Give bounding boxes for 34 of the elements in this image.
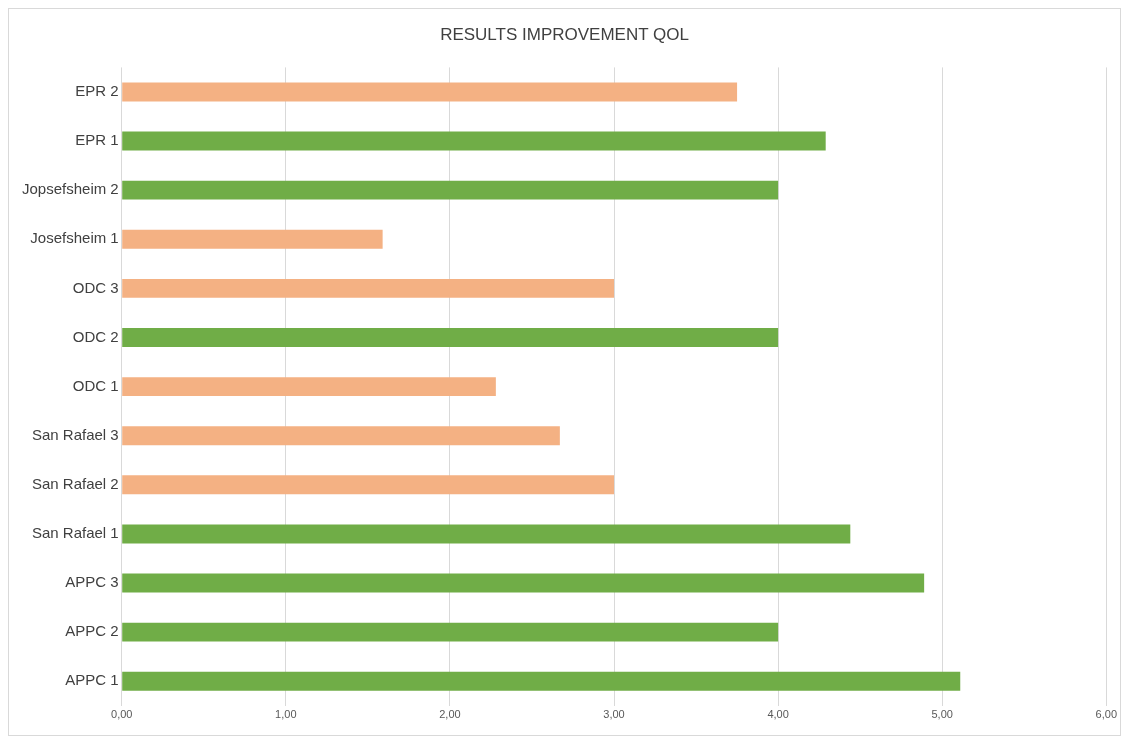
- bar: [122, 229, 383, 249]
- bar: [122, 377, 496, 397]
- bar: [122, 82, 738, 102]
- x-tick-label: 5,00: [931, 708, 953, 721]
- y-tick-label: APPC 3: [65, 573, 119, 591]
- bar: [122, 328, 779, 347]
- bar: [122, 278, 615, 298]
- bar: [122, 131, 826, 151]
- y-tick-label: San Rafael 2: [31, 474, 119, 492]
- x-tick-label: 4,00: [767, 708, 789, 721]
- y-tick-label: ODC 2: [72, 327, 119, 345]
- x-tick-label: 2,00: [439, 708, 461, 721]
- y-tick-label: APPC 1: [65, 671, 119, 689]
- bar: [122, 671, 961, 691]
- x-tick-label: 3,00: [603, 708, 625, 721]
- bar: [122, 573, 925, 593]
- y-tick-label: San Rafael 1: [31, 524, 119, 542]
- y-tick-label: EPR 2: [75, 82, 119, 100]
- bar: [122, 475, 615, 495]
- y-tick-label: ODC 3: [72, 278, 119, 296]
- bar: [122, 524, 851, 544]
- y-tick-label: ODC 1: [72, 376, 119, 394]
- x-tick-label: 1,00: [275, 708, 297, 721]
- y-tick-label: San Rafael 3: [31, 425, 119, 443]
- y-tick-label: Jopsefsheim 2: [22, 180, 119, 198]
- bar: [122, 180, 779, 200]
- y-tick-label: APPC 2: [65, 622, 119, 640]
- x-tick-label: 6,00: [1095, 708, 1118, 721]
- y-tick-label: Josefsheim 1: [30, 229, 119, 247]
- bar: [122, 622, 779, 642]
- y-tick-label: EPR 1: [75, 131, 119, 149]
- x-tick-label: 0,00: [111, 708, 133, 721]
- bar: [122, 426, 560, 446]
- chart-title: RESULTS IMPROVEMENT QOL: [440, 24, 689, 44]
